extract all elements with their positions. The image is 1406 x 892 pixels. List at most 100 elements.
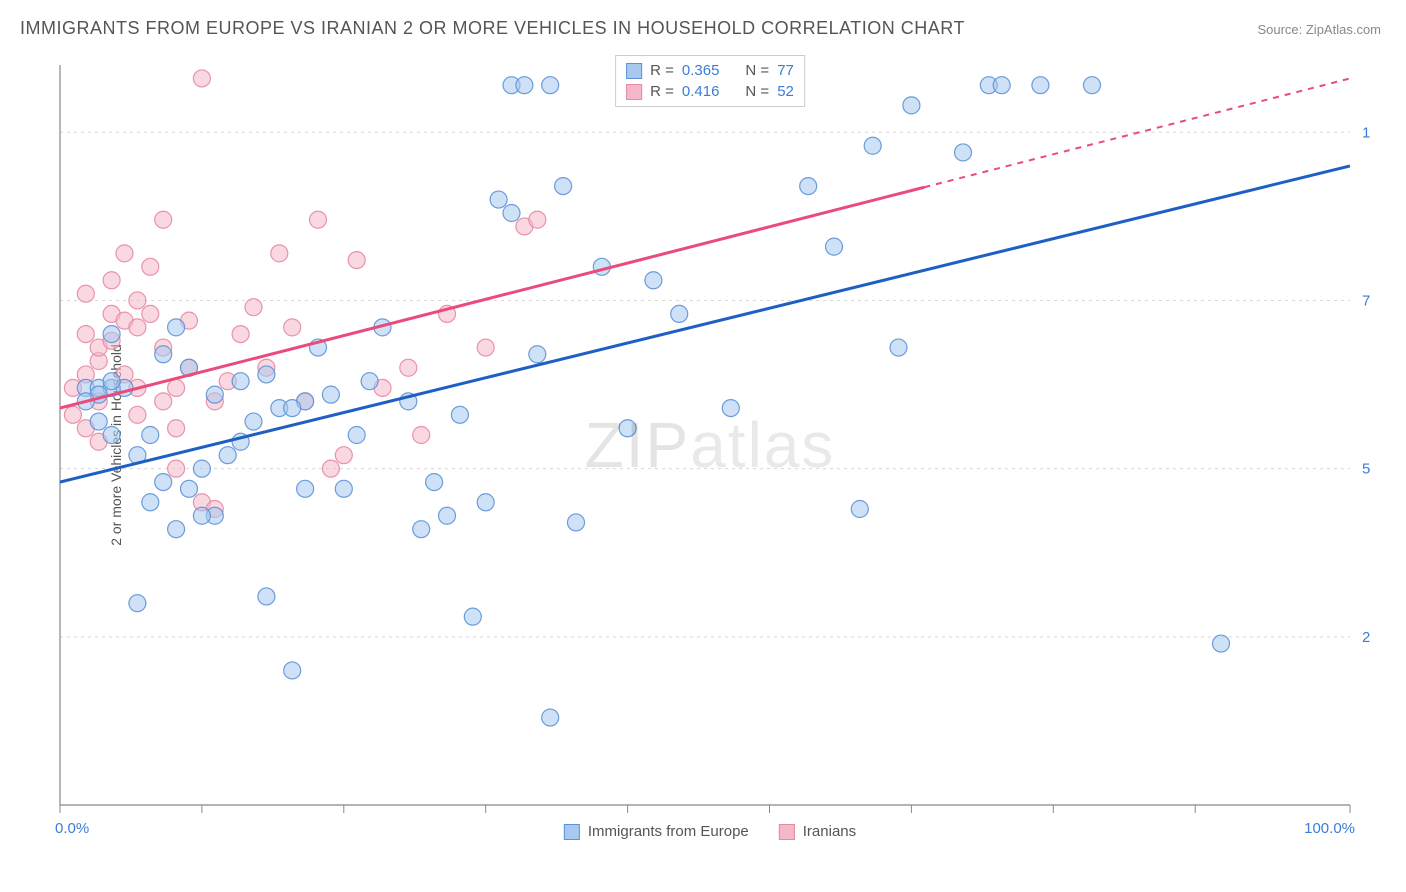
legend-label: Iranians [803,823,856,840]
scatter-point [103,427,120,444]
scatter-point [903,97,920,114]
scatter-point [271,245,288,262]
scatter-point [168,379,185,396]
scatter-point [335,480,352,497]
scatter-point [490,191,507,208]
scatter-point [1213,635,1230,652]
scatter-point [168,319,185,336]
scatter-point [193,507,210,524]
legend-item: Immigrants from Europe [564,823,749,840]
scatter-point [993,77,1010,94]
scatter-point [129,406,146,423]
scatter-point [232,326,249,343]
scatter-plot: 25.0%50.0%75.0%100.0%0.0%100.0% [50,55,1370,835]
scatter-point [361,373,378,390]
scatter-point [400,359,417,376]
scatter-point [193,70,210,87]
scatter-point [529,211,546,228]
n-label: N = [745,83,769,100]
scatter-point [129,292,146,309]
scatter-point [516,77,533,94]
stats-row: R = 0.416 N = 52 [626,81,794,102]
scatter-point [258,588,275,605]
scatter-point [426,474,443,491]
scatter-point [335,447,352,464]
scatter-point [129,595,146,612]
legend-swatch [564,824,580,840]
scatter-point [1032,77,1049,94]
scatter-point [168,420,185,437]
scatter-point [348,252,365,269]
scatter-point [284,662,301,679]
scatter-point [142,258,159,275]
scatter-point [851,501,868,518]
legend-swatch [626,84,642,100]
scatter-point [568,514,585,531]
trend-line [60,166,1350,482]
scatter-point [219,447,236,464]
scatter-point [245,413,262,430]
scatter-point [451,406,468,423]
scatter-point [955,144,972,161]
trend-line-dashed [924,78,1350,187]
correlation-stats-box: R = 0.365N = 77R = 0.416N = 52 [615,55,805,107]
scatter-point [671,305,688,322]
scatter-point [464,608,481,625]
scatter-point [413,521,430,538]
scatter-point [90,413,107,430]
scatter-point [555,178,572,195]
n-label: N = [745,62,769,79]
scatter-point [890,339,907,356]
scatter-point [310,211,327,228]
scatter-point [181,480,198,497]
legend-label: Immigrants from Europe [588,823,749,840]
r-label: R = [650,62,674,79]
scatter-point [155,211,172,228]
legend-swatch [626,63,642,79]
scatter-point [322,460,339,477]
scatter-point [142,427,159,444]
legend-item: Iranians [779,823,856,840]
scatter-point [826,238,843,255]
scatter-point [477,494,494,511]
scatter-point [439,507,456,524]
r-value: 0.416 [682,83,720,100]
scatter-point [542,77,559,94]
scatter-point [168,521,185,538]
y-tick-label: 100.0% [1362,124,1370,141]
x-end-label: 0.0% [55,820,89,835]
scatter-point [322,386,339,403]
scatter-point [155,474,172,491]
r-label: R = [650,83,674,100]
scatter-point [64,406,81,423]
scatter-point [155,346,172,363]
scatter-point [297,480,314,497]
points-group [64,70,1229,726]
scatter-point [77,285,94,302]
scatter-point [245,299,262,316]
bottom-legend: Immigrants from Europe Iranians [564,823,856,840]
chart-container: 2 or more Vehicles in Household 25.0%50.… [50,55,1370,835]
scatter-point [542,709,559,726]
scatter-point [206,386,223,403]
scatter-point [722,400,739,417]
scatter-point [800,178,817,195]
scatter-point [645,272,662,289]
chart-title: IMMIGRANTS FROM EUROPE VS IRANIAN 2 OR M… [20,18,965,39]
scatter-point [129,319,146,336]
scatter-point [168,460,185,477]
n-value: 52 [777,83,794,100]
stats-row: R = 0.365N = 77 [626,60,794,81]
scatter-point [142,305,159,322]
scatter-point [864,137,881,154]
scatter-point [529,346,546,363]
y-tick-label: 50.0% [1362,461,1370,478]
scatter-point [503,205,520,222]
scatter-point [413,427,430,444]
n-value: 77 [777,62,794,79]
scatter-point [103,373,120,390]
scatter-point [116,245,133,262]
scatter-point [284,319,301,336]
scatter-point [193,460,210,477]
y-tick-label: 75.0% [1362,292,1370,309]
